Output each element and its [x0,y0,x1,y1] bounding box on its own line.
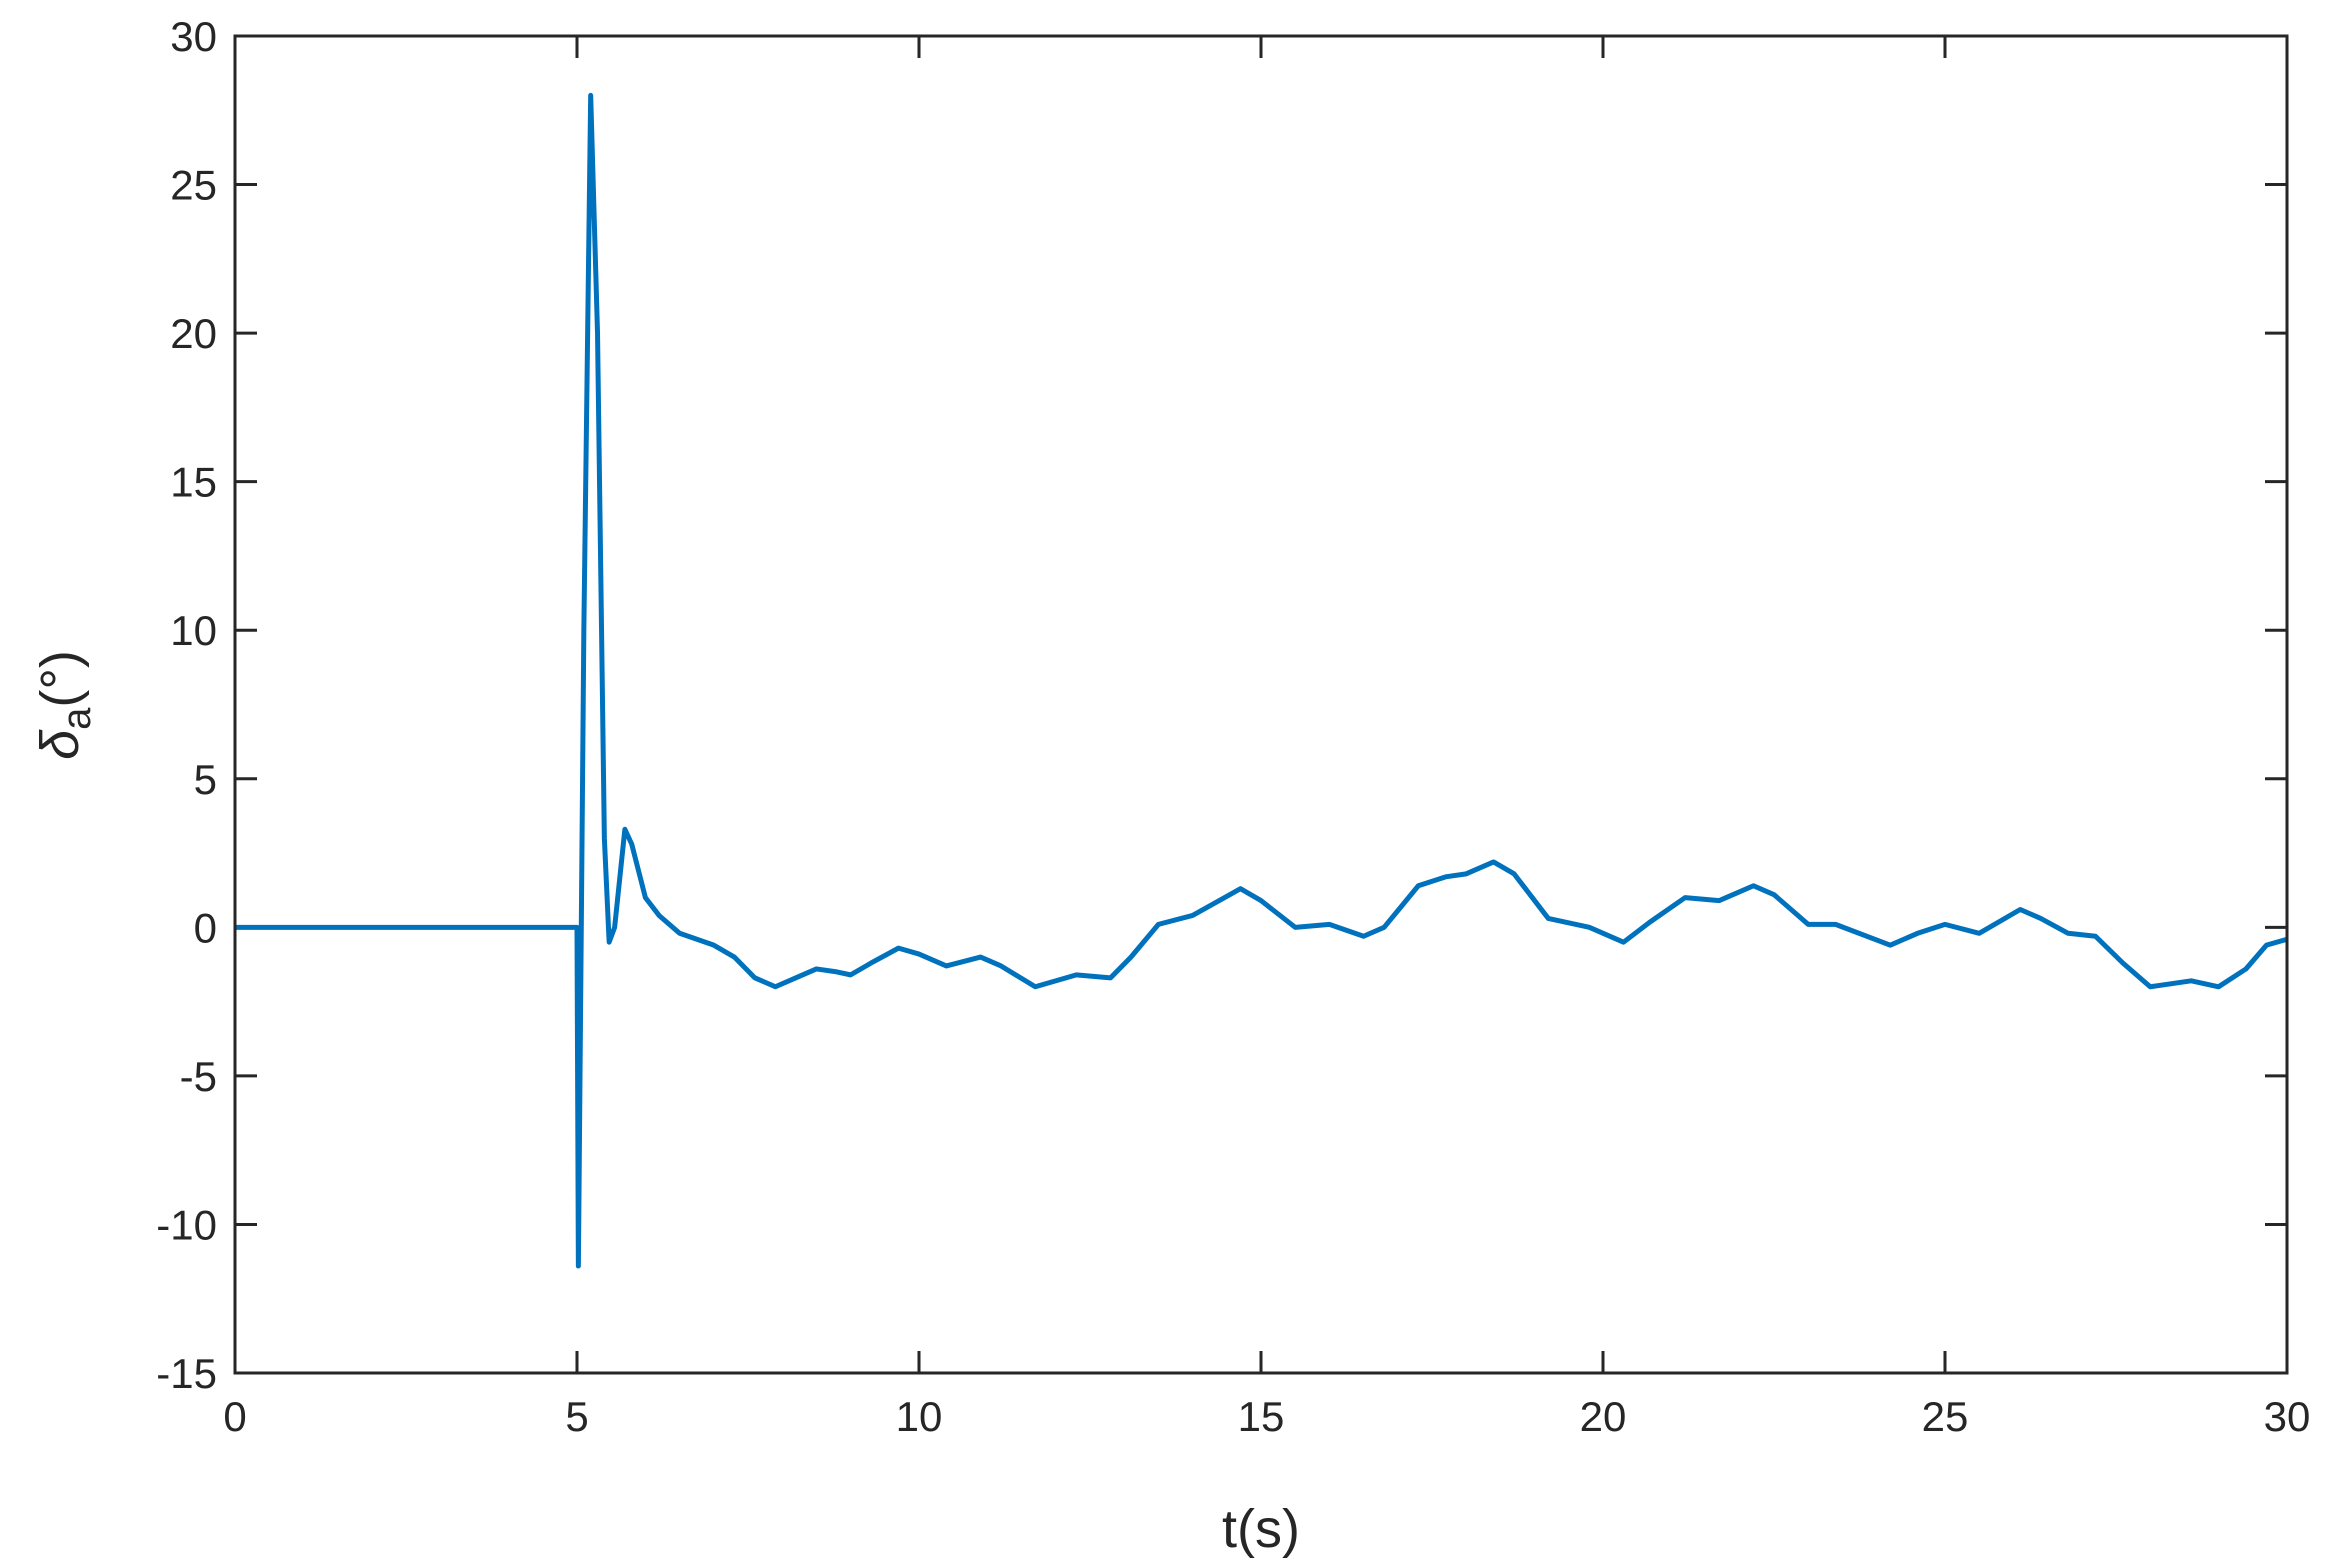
x-tick-label: 10 [896,1393,943,1440]
x-tick-label: 5 [565,1393,588,1440]
y-tick-label: 15 [170,459,217,506]
y-axis-label: δa(°) [30,650,99,760]
x-axis-label: t(s) [1222,1499,1300,1559]
y-tick-label: -15 [156,1350,217,1397]
plot-frame [233,34,2289,1375]
x-tick-label: 15 [1238,1393,1285,1440]
y-tick-label: -10 [156,1201,217,1248]
y-tick-label: 5 [194,756,217,803]
data-line [235,92,2288,1269]
y-tick-label: 0 [194,904,217,951]
y-tick-label: -5 [180,1053,217,1100]
y-tick-label: 25 [170,162,217,209]
x-tick-label: 20 [1580,1393,1627,1440]
y-tick-label: 10 [170,607,217,654]
y-label-subscript: a [55,707,99,730]
x-tick-label: 0 [223,1393,246,1440]
y-tick-label: 20 [170,310,217,357]
x-tick-label: 30 [2264,1393,2311,1440]
y-tick-label: 30 [170,13,217,60]
x-tick-label: 25 [1922,1393,1969,1440]
y-label-symbol: δ [30,729,90,760]
y-label-unit: (°) [30,650,90,708]
